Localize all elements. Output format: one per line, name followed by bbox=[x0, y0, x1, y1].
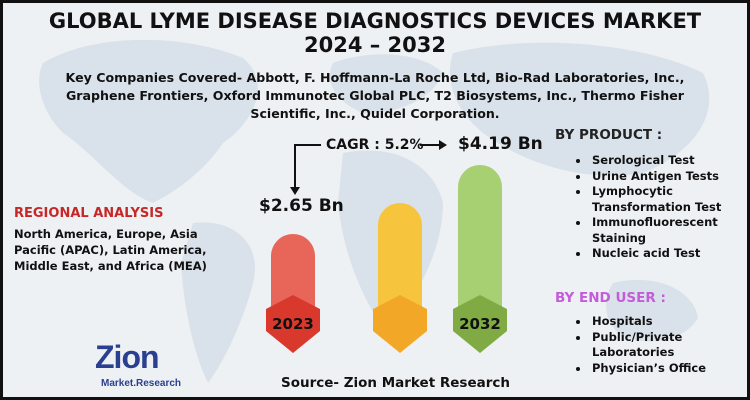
start-value-label: $2.65 Bn bbox=[259, 196, 344, 216]
bar-year-label: 2023 bbox=[272, 315, 314, 333]
list-item: Urine Antigen Tests bbox=[590, 169, 747, 185]
bar-tip-2023 bbox=[266, 295, 320, 353]
map-australia bbox=[606, 279, 698, 342]
bar-tip-2032 bbox=[453, 295, 507, 353]
cagr-arrowhead-right bbox=[439, 140, 447, 150]
market-growth-chart: 2023 2032 bbox=[266, 140, 507, 353]
end-value-label: $4.19 Bn bbox=[458, 134, 543, 154]
map-north-america bbox=[39, 39, 258, 203]
bar-year-label: 2032 bbox=[459, 315, 501, 333]
cagr-label: CAGR : 5.2% bbox=[326, 137, 424, 153]
end-user-list: Hospitals Public/Private Laboratories Ph… bbox=[572, 314, 747, 377]
by-end-user-title: BY END USER : bbox=[555, 290, 666, 306]
by-product-title: BY PRODUCT : bbox=[555, 127, 663, 143]
map-asia bbox=[449, 42, 710, 176]
bar-tip-middle bbox=[373, 295, 427, 353]
list-item: Public/Private Laboratories bbox=[590, 330, 747, 361]
zion-logo: Zion Market.Research bbox=[95, 339, 205, 397]
list-item: Immunofluorescent Staining bbox=[590, 215, 747, 246]
cagr-arrowhead-down bbox=[290, 187, 300, 195]
key-companies-text: Key Companies Covered- Abbott, F. Hoffma… bbox=[65, 70, 685, 121]
list-item: Hospitals bbox=[590, 314, 747, 330]
logo-wordmark: Zion bbox=[95, 339, 160, 375]
logo-subtext: Market.Research bbox=[101, 378, 182, 389]
list-item: Serological Test bbox=[590, 153, 747, 169]
list-item: Lymphocytic Transformation Test bbox=[590, 184, 747, 215]
page-title: GLOBAL LYME DISEASE DIAGNOSTICS DEVICES … bbox=[48, 9, 702, 33]
map-europe bbox=[329, 54, 443, 113]
regional-analysis-text: North America, Europe, Asia Pacific (APA… bbox=[14, 227, 207, 273]
map-south-america bbox=[181, 222, 255, 383]
page-subtitle-years: 2024 – 2032 bbox=[303, 33, 447, 57]
list-item: Nucleic acid Test bbox=[590, 246, 747, 262]
product-list: Serological Test Urine Antigen Tests Lym… bbox=[572, 153, 747, 262]
regional-analysis-title: REGIONAL ANALYSIS bbox=[14, 206, 164, 221]
list-item: Physician’s Office bbox=[590, 361, 747, 377]
cagr-arrow-down bbox=[294, 144, 321, 189]
source-text: Source- Zion Market Research bbox=[281, 375, 510, 391]
